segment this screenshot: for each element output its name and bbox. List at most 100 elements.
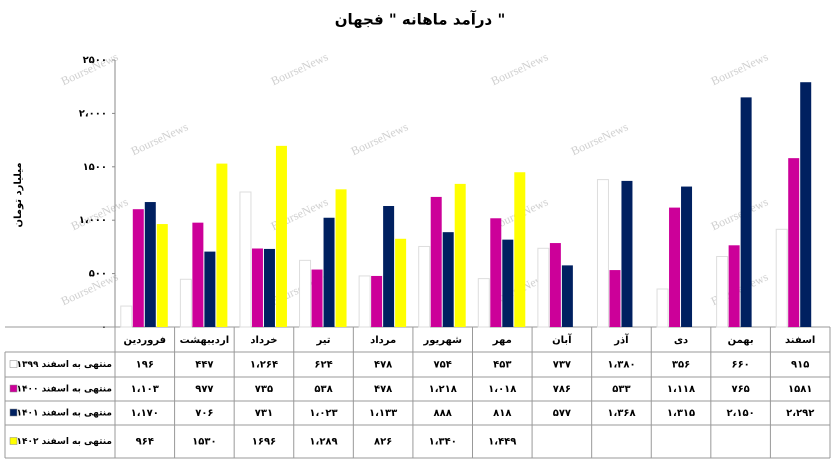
bar <box>502 239 514 327</box>
x-tick-label: تیر <box>316 335 331 346</box>
value-label: ۹۱۵ <box>791 360 809 371</box>
bar <box>216 163 228 327</box>
value-label: ۱،۱۳۳ <box>369 408 397 419</box>
bar <box>358 275 371 328</box>
x-tick-label: بهمن <box>728 335 754 346</box>
value-label: ۱،۳۶۸ <box>607 408 635 419</box>
bar <box>132 209 144 327</box>
x-tick-label: خرداد <box>250 335 277 346</box>
value-label: ۷۶۵ <box>731 384 749 395</box>
bar <box>323 217 335 327</box>
value-label: ۵۳۸ <box>314 384 332 395</box>
y-axis-label: میلیارد تومان <box>13 162 24 227</box>
bar <box>383 205 395 327</box>
legend-label: منتهی به اسفند ۱۴۰۰ <box>17 385 112 395</box>
value-label: ۱،۳۴۰ <box>429 437 457 448</box>
bar <box>311 269 323 327</box>
value-label: ۵۳۳ <box>612 384 630 395</box>
bar <box>395 238 407 327</box>
value-label: ۷۵۴ <box>434 360 452 371</box>
value-label: ۵۷۷ <box>553 408 571 419</box>
value-label: ۳۵۶ <box>672 360 690 371</box>
bar <box>275 145 287 327</box>
value-label: ۱،۱۱۸ <box>667 384 695 395</box>
value-label: ۱،۰۱۸ <box>488 384 516 395</box>
value-label: ۷۳۷ <box>553 360 571 371</box>
value-label: ۷۸۶ <box>553 384 571 395</box>
value-label: ۱۶۹۶ <box>252 437 276 448</box>
x-tick-label: اردیبهشت <box>180 335 230 346</box>
legend-label: منتهی به اسفند ۱۴۰۲ <box>17 437 112 447</box>
bar <box>299 259 312 328</box>
bar <box>669 207 681 327</box>
value-label: ۱،۲۶۴ <box>250 360 278 371</box>
bar <box>716 256 729 328</box>
bar <box>549 243 561 327</box>
value-label: ۷۳۵ <box>255 384 273 395</box>
value-label: ۴۷۸ <box>374 384 392 395</box>
value-label: ۱۹۶ <box>136 360 154 371</box>
bar <box>561 265 573 327</box>
value-label: ۴۵۳ <box>493 360 511 371</box>
bar <box>788 158 800 327</box>
value-label: ۸۲۶ <box>374 437 392 448</box>
legend-swatch <box>9 408 18 417</box>
bar <box>609 270 621 327</box>
bar <box>454 183 466 327</box>
bar <box>477 278 490 328</box>
value-label: ۸۸۸ <box>434 408 452 419</box>
bar <box>537 247 550 328</box>
value-label: ۴۷۸ <box>374 360 392 371</box>
value-label: ۹۶۴ <box>136 437 154 448</box>
x-tick-label: آبان <box>552 333 572 346</box>
value-label: ۱۵۸۱ <box>788 384 812 395</box>
bar <box>204 251 216 327</box>
x-tick-label: اسفند <box>785 335 815 346</box>
x-tick-label: آذر <box>613 333 629 346</box>
bar <box>596 179 609 328</box>
bar <box>120 305 133 328</box>
legend-label: منتهی به اسفند ۱۳۹۹ <box>17 360 112 370</box>
bar <box>740 97 752 327</box>
value-label: ۷۰۶ <box>195 408 213 419</box>
value-label: ۱،۳۱۵ <box>667 408 695 419</box>
bar <box>430 196 442 327</box>
bar <box>239 191 252 328</box>
bar <box>514 172 526 327</box>
legend-swatch <box>9 360 18 368</box>
y-tick-label: ۱۵۰۰ <box>83 162 107 173</box>
value-label: ۲،۲۹۲ <box>786 408 814 419</box>
bar <box>681 186 693 327</box>
bar <box>144 202 156 327</box>
bar <box>490 218 502 327</box>
value-label: ۸۱۸ <box>493 408 511 419</box>
x-tick-label: مرداد <box>370 335 396 346</box>
value-label: ۲،۱۵۰ <box>727 408 755 419</box>
bar <box>192 222 204 327</box>
bar <box>335 189 347 327</box>
value-label: ۱،۰۲۳ <box>309 408 337 419</box>
y-tick-label: ۵۰۰ <box>89 269 107 280</box>
bar <box>656 288 669 328</box>
bar <box>728 245 740 327</box>
value-label: ۹۷۷ <box>195 384 213 395</box>
value-label: ۱۵۳۰ <box>192 437 216 448</box>
bar <box>179 278 192 328</box>
value-label: ۱،۲۸۹ <box>309 437 337 448</box>
value-label: ۶۲۴ <box>314 360 332 371</box>
chart-title: درآمد ماهانه " فجهان " <box>335 11 506 29</box>
x-tick-label: شهریور <box>422 335 462 346</box>
legend-label: منتهی به اسفند ۱۴۰۱ <box>17 409 112 419</box>
y-tick-label: ۲،۰۰۰ <box>79 108 107 119</box>
bar <box>251 248 263 327</box>
bar <box>775 228 788 328</box>
value-label: ۶۶۰ <box>731 360 749 371</box>
bar <box>263 248 275 327</box>
bar <box>156 224 168 327</box>
value-label: ۴۴۷ <box>195 360 213 371</box>
value-label: ۷۳۱ <box>255 408 273 419</box>
x-tick-label: فروردین <box>123 335 166 346</box>
y-tick-label: ۲۵۰۰ <box>83 55 107 66</box>
